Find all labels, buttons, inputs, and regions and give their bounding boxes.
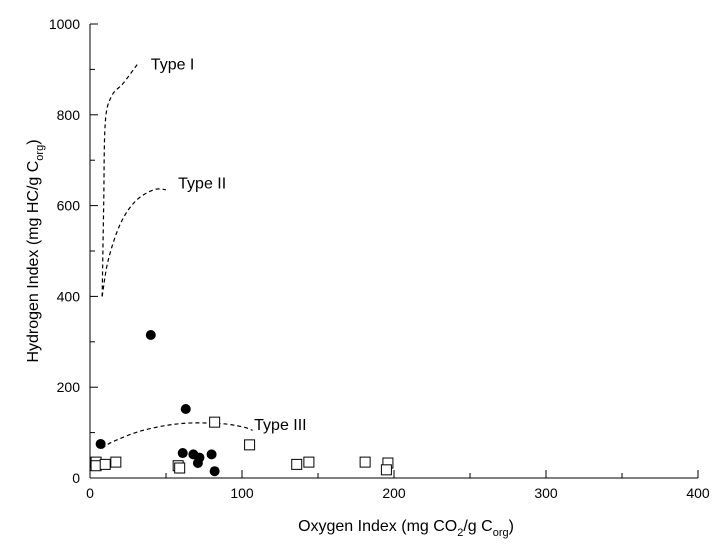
data-point-filled <box>95 438 106 449</box>
curve-type-ii <box>101 188 167 297</box>
maturation-curves <box>101 62 253 449</box>
data-points <box>90 329 394 477</box>
x-axis-title: Oxygen Index (mg CO2/g Corg) <box>298 518 514 539</box>
data-point-open <box>99 458 111 470</box>
x-tick-label: 400 <box>686 485 710 501</box>
axes: 0 100 200 300 400 0 200 400 600 800 1000 <box>49 16 710 501</box>
y-tick-label: 0 <box>72 470 80 486</box>
data-point-open <box>90 460 102 472</box>
y-axis-title: Hydrogen Index (mg HC/g Corg) <box>25 139 46 362</box>
x-tick-label: 100 <box>230 485 254 501</box>
annotation-label: Type III <box>254 417 306 434</box>
y-tick-label: 600 <box>57 198 81 214</box>
x-ticks: 0 100 200 300 400 <box>86 470 710 501</box>
data-point-open <box>244 439 256 451</box>
y-tick-label: 1000 <box>49 16 80 32</box>
x-tick-label: 0 <box>86 485 94 501</box>
data-point-open <box>303 456 315 468</box>
curve-type-i <box>101 62 140 297</box>
data-point-filled <box>209 466 220 477</box>
data-point-open <box>110 456 122 468</box>
y-tick-label: 200 <box>57 379 81 395</box>
data-point-open <box>209 416 221 428</box>
annotations: Type I Type II Type III <box>151 56 307 433</box>
data-point-filled <box>177 448 188 459</box>
data-point-open <box>380 464 392 476</box>
y-tick-label: 400 <box>57 288 81 304</box>
y-ticks: 0 200 400 600 800 1000 <box>49 16 98 486</box>
data-point-open <box>359 456 371 468</box>
data-point-filled <box>145 329 156 340</box>
x-tick-label: 200 <box>382 485 406 501</box>
annotation-label: Type II <box>178 175 226 192</box>
data-point-open <box>291 458 303 470</box>
data-point-filled <box>192 458 203 469</box>
y-tick-label: 800 <box>57 107 81 123</box>
data-point-filled <box>180 403 191 414</box>
data-point-open <box>174 462 186 474</box>
annotation-label: Type I <box>151 56 195 73</box>
x-tick-label: 300 <box>534 485 558 501</box>
data-point-filled <box>206 449 217 460</box>
curve-type-iii <box>101 422 253 449</box>
